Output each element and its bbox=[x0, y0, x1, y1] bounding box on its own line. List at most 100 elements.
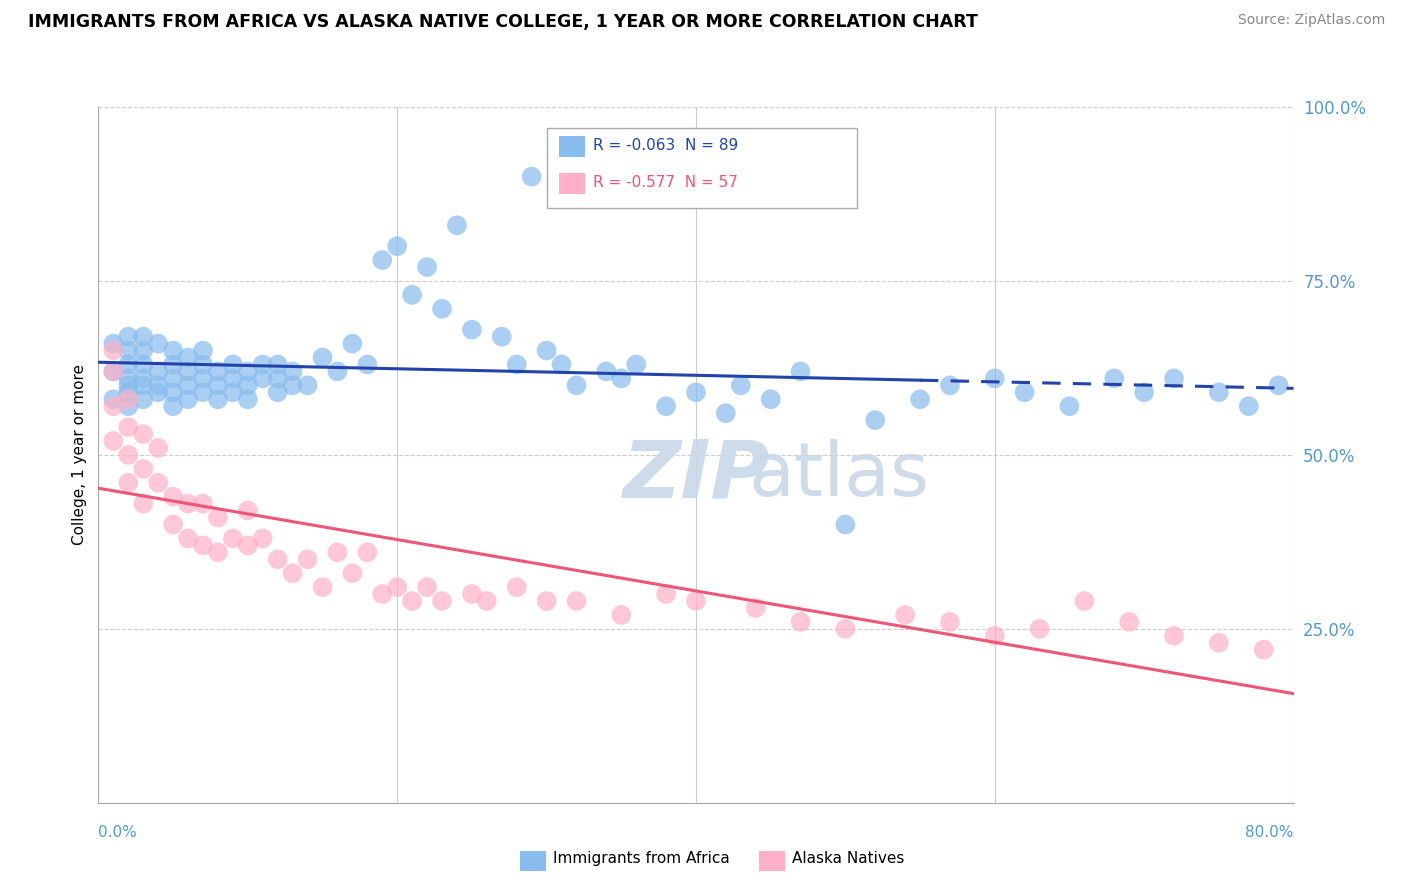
Point bbox=[342, 336, 364, 351]
Point bbox=[148, 441, 170, 455]
Point bbox=[565, 378, 588, 392]
Point bbox=[236, 503, 259, 517]
Point bbox=[865, 413, 887, 427]
Point bbox=[148, 364, 170, 378]
Point bbox=[132, 371, 155, 385]
Point bbox=[103, 399, 125, 413]
Text: atlas: atlas bbox=[749, 439, 929, 512]
Point bbox=[117, 385, 139, 400]
Text: ZIP: ZIP bbox=[623, 437, 769, 515]
Point bbox=[162, 343, 184, 358]
Text: R = -0.063  N = 89: R = -0.063 N = 89 bbox=[593, 137, 738, 153]
Point bbox=[520, 169, 543, 184]
Bar bbox=[558, 136, 585, 157]
Point bbox=[252, 358, 274, 372]
Point bbox=[356, 358, 378, 372]
Point bbox=[416, 260, 439, 274]
Point bbox=[117, 358, 139, 372]
Point bbox=[461, 323, 484, 337]
Point bbox=[177, 392, 200, 407]
Point bbox=[610, 371, 633, 385]
Point bbox=[132, 378, 155, 392]
Point bbox=[1208, 385, 1230, 400]
Point bbox=[356, 545, 378, 559]
Point bbox=[222, 385, 245, 400]
Point bbox=[1267, 378, 1289, 392]
Point bbox=[191, 343, 214, 358]
Point bbox=[624, 358, 647, 372]
Point bbox=[103, 336, 125, 351]
Point bbox=[267, 371, 290, 385]
Point bbox=[655, 587, 678, 601]
Point bbox=[759, 392, 782, 407]
Point bbox=[1073, 594, 1095, 608]
Text: 0.0%: 0.0% bbox=[98, 825, 138, 840]
Point bbox=[506, 580, 529, 594]
Point bbox=[162, 358, 184, 372]
Point bbox=[117, 448, 139, 462]
Point bbox=[297, 378, 319, 392]
Point bbox=[1163, 629, 1185, 643]
Point bbox=[1014, 385, 1036, 400]
Point bbox=[117, 378, 139, 392]
Point bbox=[177, 351, 200, 365]
Point bbox=[103, 364, 125, 378]
Point bbox=[236, 378, 259, 392]
Point bbox=[1253, 642, 1275, 657]
Point bbox=[103, 434, 125, 448]
Text: IMMIGRANTS FROM AFRICA VS ALASKA NATIVE COLLEGE, 1 YEAR OR MORE CORRELATION CHAR: IMMIGRANTS FROM AFRICA VS ALASKA NATIVE … bbox=[28, 13, 979, 31]
Point bbox=[491, 329, 513, 343]
Point bbox=[191, 538, 214, 552]
Point bbox=[162, 371, 184, 385]
Point bbox=[430, 594, 453, 608]
Point bbox=[222, 358, 245, 372]
Text: Alaska Natives: Alaska Natives bbox=[792, 851, 904, 865]
Point bbox=[207, 392, 229, 407]
Point bbox=[834, 622, 856, 636]
Point bbox=[177, 532, 200, 546]
Point bbox=[191, 358, 214, 372]
Point bbox=[177, 497, 200, 511]
Point bbox=[117, 329, 139, 343]
FancyBboxPatch shape bbox=[547, 128, 858, 208]
Point bbox=[281, 364, 304, 378]
Point bbox=[1208, 636, 1230, 650]
Point bbox=[401, 594, 423, 608]
Point bbox=[1163, 371, 1185, 385]
Point bbox=[191, 371, 214, 385]
Point bbox=[117, 420, 139, 434]
Point bbox=[385, 239, 409, 253]
Point bbox=[162, 517, 184, 532]
Point bbox=[311, 580, 333, 594]
Point bbox=[177, 364, 200, 378]
Point bbox=[117, 371, 139, 385]
Point bbox=[939, 378, 962, 392]
Point bbox=[132, 427, 155, 442]
Point bbox=[550, 358, 572, 372]
Point bbox=[342, 566, 364, 581]
Point bbox=[610, 607, 633, 622]
Point bbox=[745, 601, 768, 615]
Point bbox=[207, 378, 229, 392]
Point bbox=[191, 385, 214, 400]
Point bbox=[132, 497, 155, 511]
Point bbox=[207, 364, 229, 378]
Point bbox=[222, 371, 245, 385]
Point bbox=[894, 607, 917, 622]
Point bbox=[162, 385, 184, 400]
Point bbox=[1104, 371, 1126, 385]
Point bbox=[103, 343, 125, 358]
Point bbox=[326, 364, 349, 378]
Point bbox=[236, 364, 259, 378]
Point bbox=[371, 587, 394, 601]
Point bbox=[685, 385, 707, 400]
Point bbox=[117, 343, 139, 358]
Bar bbox=[558, 173, 585, 194]
Point bbox=[595, 364, 617, 378]
Point bbox=[117, 392, 139, 407]
Point bbox=[177, 378, 200, 392]
Point bbox=[1118, 615, 1140, 629]
Point bbox=[326, 545, 349, 559]
Text: R = -0.577  N = 57: R = -0.577 N = 57 bbox=[593, 175, 738, 190]
Point bbox=[536, 594, 558, 608]
